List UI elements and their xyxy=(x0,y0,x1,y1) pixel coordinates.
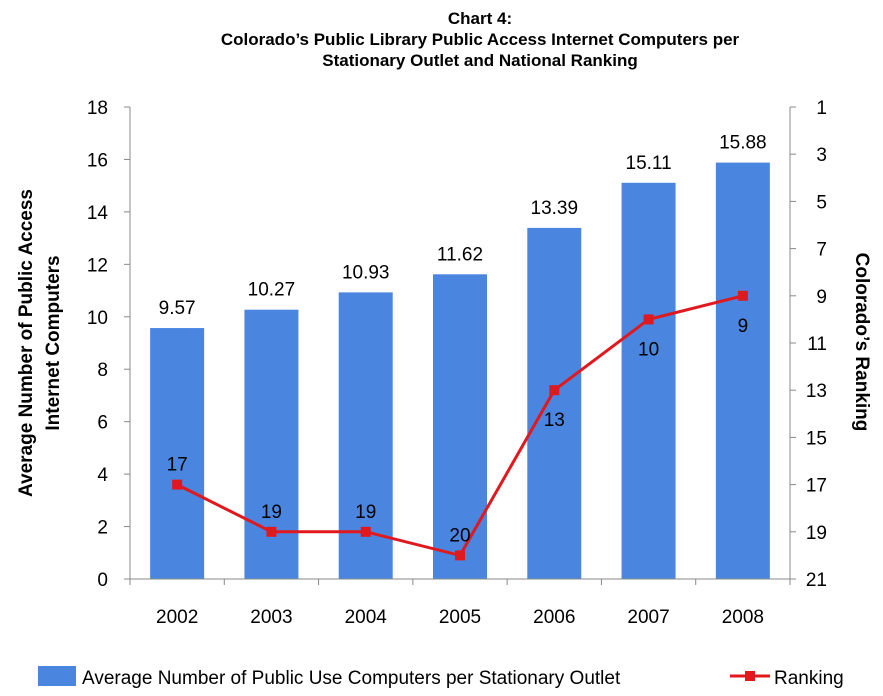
ranking-point-2007 xyxy=(643,314,654,325)
bar-2008 xyxy=(715,162,770,579)
bar-series xyxy=(150,162,770,579)
axis-titles: Average Number of Public Access Internet … xyxy=(16,189,872,497)
x-tick-label-2006: 2006 xyxy=(533,607,575,628)
ranking-label-2002: 17 xyxy=(167,455,188,476)
y-left-tick-label: 0 xyxy=(97,570,108,591)
y-right-tick-label: 21 xyxy=(806,570,827,591)
x-tick-label-2007: 2007 xyxy=(627,607,669,628)
y-right-tick-label: 11 xyxy=(807,334,827,355)
y-left-tick-label: 8 xyxy=(97,360,108,381)
ranking-point-2003 xyxy=(266,526,277,537)
bar-2002 xyxy=(150,328,205,579)
y-left-tick-label: 18 xyxy=(87,98,108,119)
y-right-tick-label: 19 xyxy=(806,523,827,544)
y-left-tick-label: 6 xyxy=(97,413,108,434)
ranking-point-2005 xyxy=(455,550,465,561)
legend: Average Number of Public Use Computers p… xyxy=(38,666,844,689)
chart-title-line-2: Colorado’s Public Library Public Access … xyxy=(220,30,740,49)
y-left-tick-label: 4 xyxy=(97,465,108,486)
legend-bar-swatch xyxy=(38,666,76,686)
bar-label-2007: 15.11 xyxy=(626,153,672,174)
y-right-tick-label: 1 xyxy=(816,98,827,119)
legend-line-label: Ranking xyxy=(774,668,844,689)
y-left-tick-label: 10 xyxy=(87,308,108,329)
x-tick-label-2005: 2005 xyxy=(439,607,481,628)
y-right-tick-label: 13 xyxy=(806,381,827,402)
y-right-tick-label: 9 xyxy=(816,287,827,308)
axes xyxy=(124,106,796,585)
bar-2005 xyxy=(433,274,487,579)
ranking-series xyxy=(172,290,748,561)
ranking-label-2007: 10 xyxy=(638,339,659,360)
y-left-tick-label: 12 xyxy=(87,255,108,276)
x-tick-label-2003: 2003 xyxy=(250,607,292,628)
ranking-point-2004 xyxy=(360,526,371,537)
bar-label-2006: 13.39 xyxy=(531,198,579,219)
legend-line-marker xyxy=(745,671,755,681)
bar-label-2003: 10.27 xyxy=(248,280,296,301)
ranking-label-2005: 20 xyxy=(449,525,470,546)
ranking-point-2002 xyxy=(172,479,183,490)
legend-bar-label: Average Number of Public Use Computers p… xyxy=(82,668,621,689)
y-left-tick-label: 2 xyxy=(97,518,108,539)
x-tick-label-2002: 2002 xyxy=(156,607,198,628)
y-right-tick-label: 17 xyxy=(806,476,827,497)
ranking-label-2008: 9 xyxy=(738,316,749,337)
chart-title-line-1: Chart 4: xyxy=(447,9,513,28)
ranking-label-2004: 19 xyxy=(355,502,376,523)
y-left-tick-label: 14 xyxy=(87,203,109,224)
chart-title: Chart 4: Colorado’s Public Library Publi… xyxy=(0,8,883,71)
chart-title-line-3: Stationary Outlet and National Ranking xyxy=(322,51,638,70)
bar-2007 xyxy=(621,182,676,579)
y-left-axis-title: Average Number of Public Access Internet … xyxy=(16,189,64,497)
ranking-label-2003: 19 xyxy=(261,502,282,523)
y-right-tick-label: 3 xyxy=(816,145,827,166)
bar-label-2004: 10.93 xyxy=(342,262,390,283)
y-right-axis-title: Colorado’s Ranking xyxy=(851,253,872,432)
bar-2003 xyxy=(244,309,299,579)
bar-label-2008: 15.88 xyxy=(719,133,767,154)
y-right-tick-label: 15 xyxy=(806,428,827,449)
ranking-point-2008 xyxy=(737,290,748,301)
ranking-label-2006: 13 xyxy=(544,410,565,431)
bar-label-2005: 11.62 xyxy=(437,244,483,265)
y-left-tick-label: 16 xyxy=(87,150,108,171)
bar-label-2002: 9.57 xyxy=(159,298,196,319)
data-labels: 9.57 10.27 10.93 11.62 13.39 15.11 15.88 17 19 19… xyxy=(159,133,767,547)
bar-2006 xyxy=(527,227,582,579)
y-right-tick-label: 7 xyxy=(816,240,827,261)
x-tick-label-2008: 2008 xyxy=(722,607,764,628)
x-tick-label-2004: 2004 xyxy=(345,607,388,628)
ranking-point-2006 xyxy=(549,385,560,396)
y-right-tick-label: 5 xyxy=(816,192,827,213)
